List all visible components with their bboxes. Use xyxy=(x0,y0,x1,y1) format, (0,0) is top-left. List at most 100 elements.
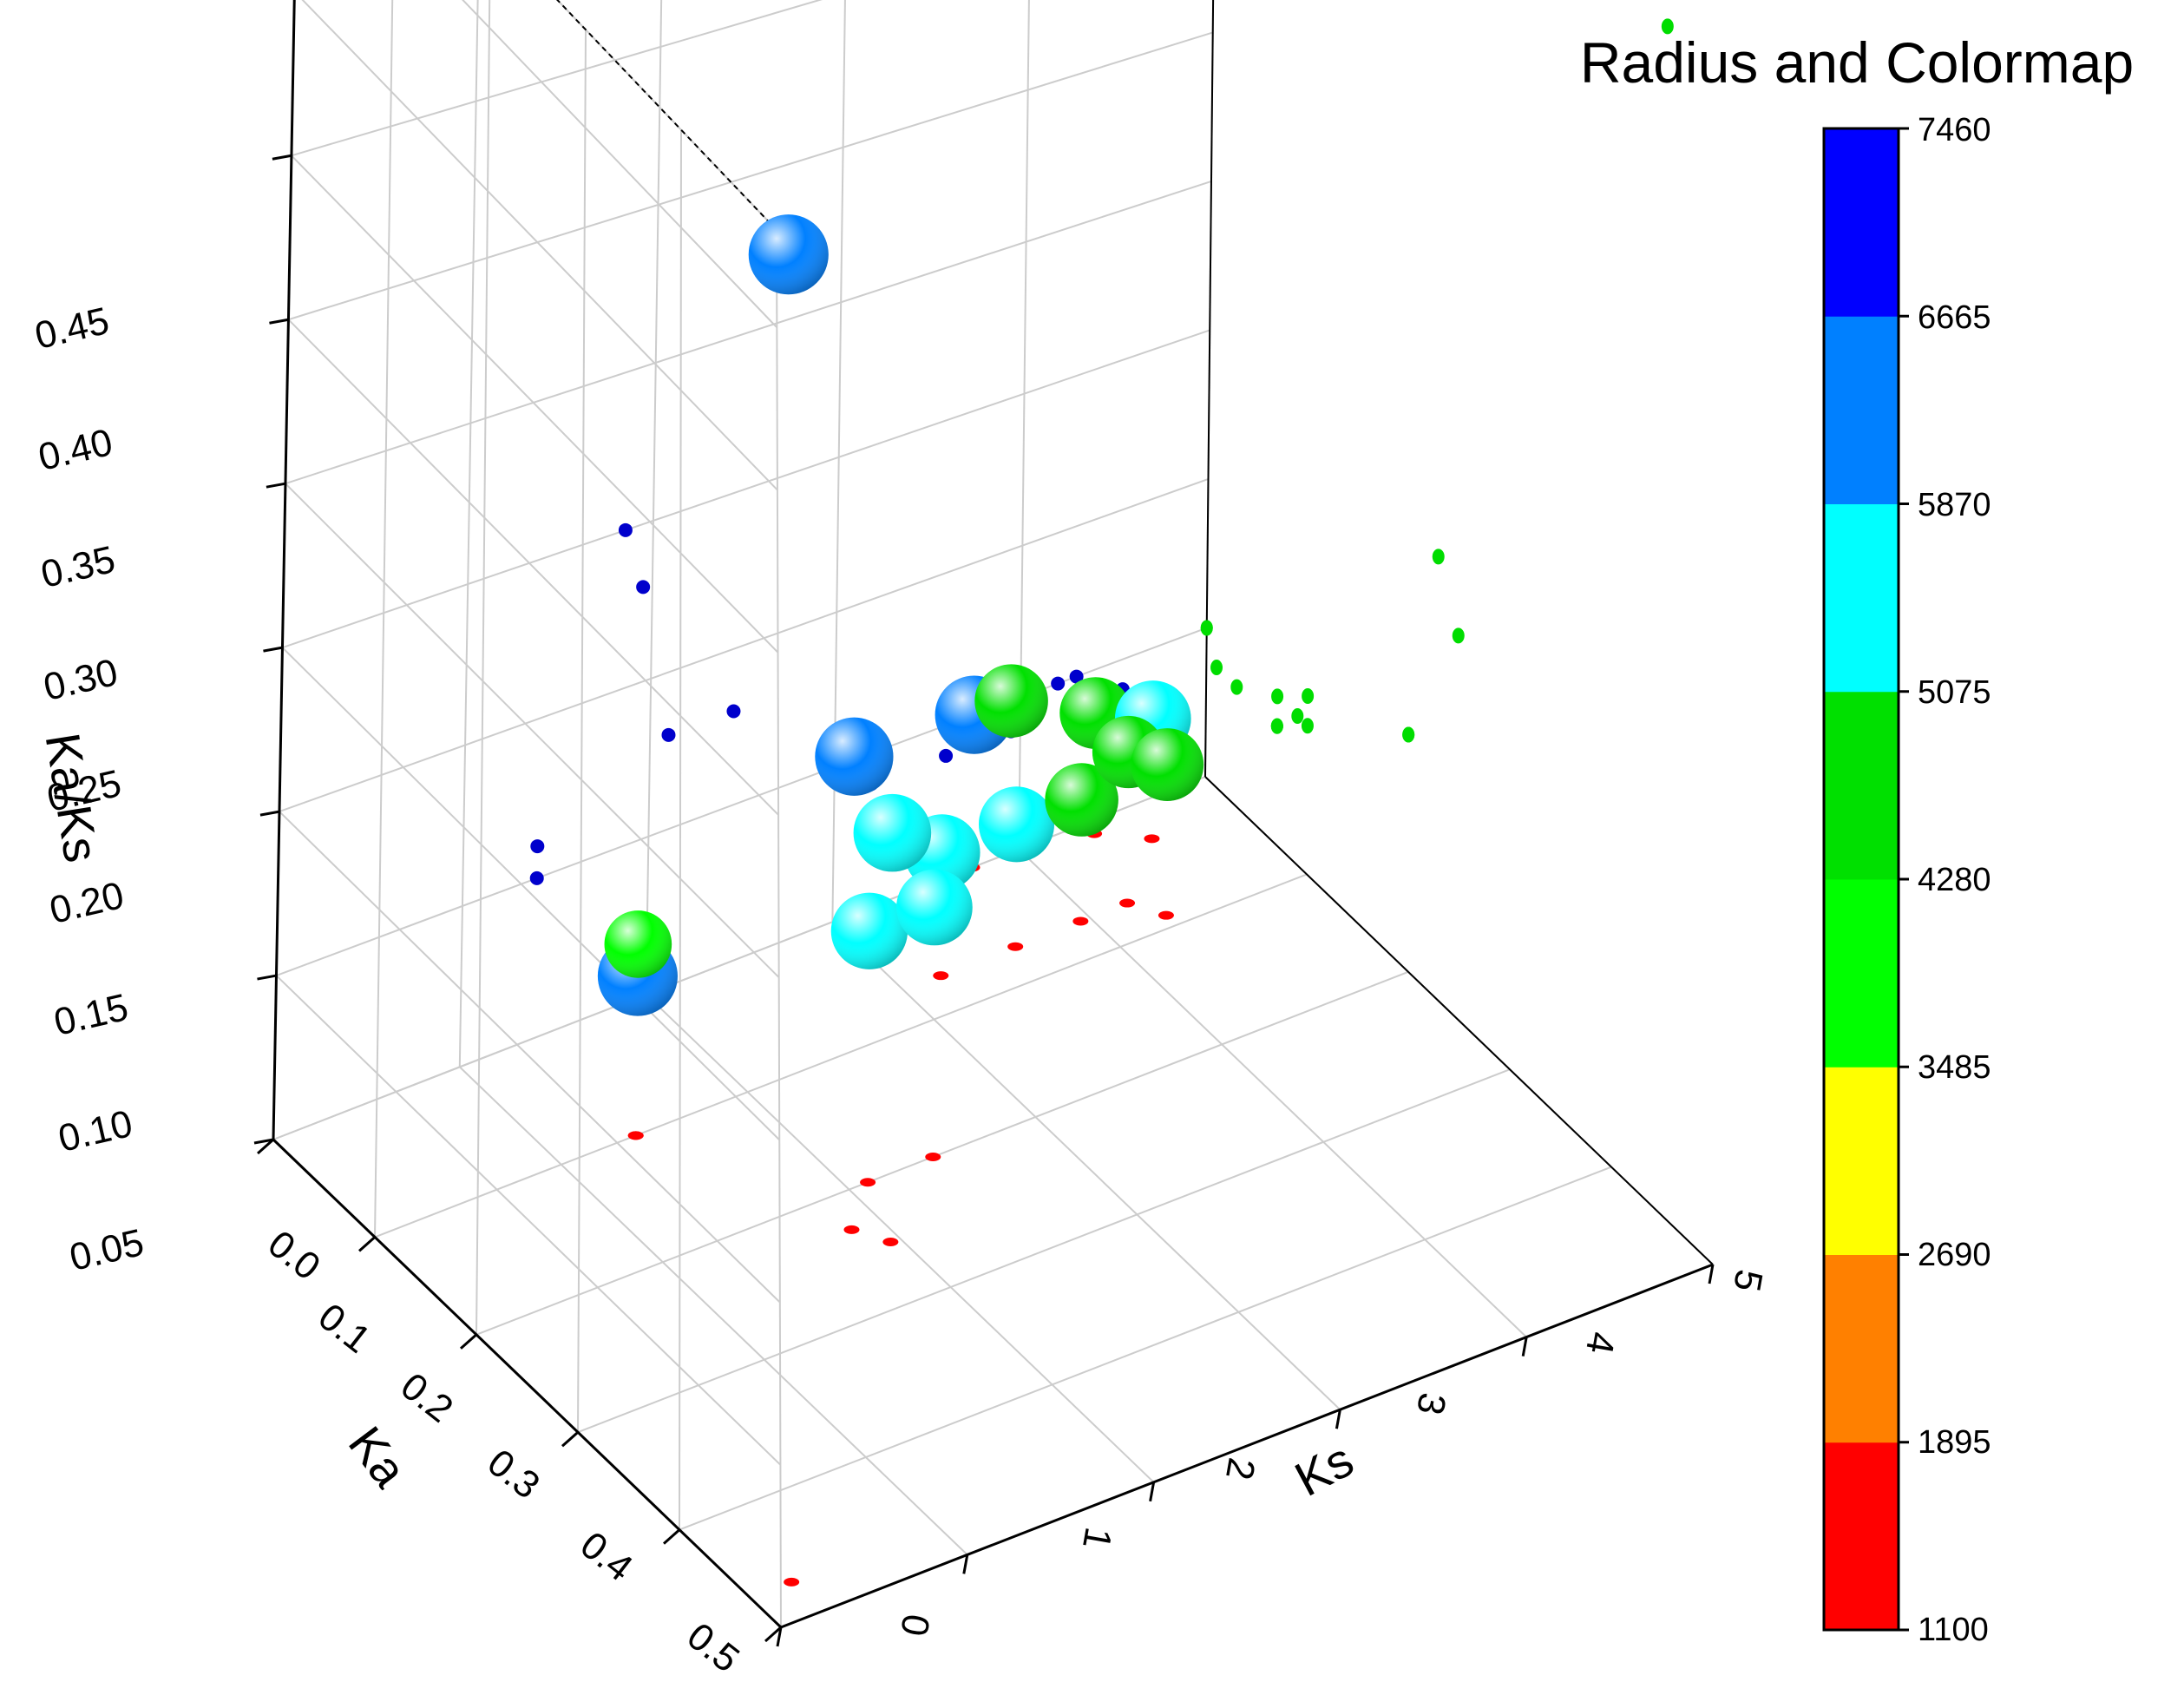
y-tick-label: 0.5 xyxy=(679,1614,747,1680)
grid-line xyxy=(291,154,779,654)
wall-projection-back xyxy=(726,704,741,719)
data-point-highlight xyxy=(830,892,908,969)
x-axis: 0 1 2 3 4 5 Ks xyxy=(892,1266,1771,1639)
grid-line xyxy=(275,975,782,1466)
grid-line xyxy=(285,483,780,978)
wall-projection-back xyxy=(661,727,676,742)
x-tick xyxy=(1149,1481,1156,1502)
floor-projection xyxy=(860,1178,876,1187)
grid-line xyxy=(291,0,823,157)
grid-line xyxy=(287,319,779,816)
grid-line xyxy=(831,921,1341,1410)
x-axis-title: Ks xyxy=(1286,1432,1361,1507)
z-tick-label: 0.20 xyxy=(46,874,128,932)
wall-projection-side xyxy=(1210,660,1223,676)
data-point xyxy=(1131,728,1204,801)
data-point-highlight xyxy=(853,793,932,872)
wall-projection-side xyxy=(1270,718,1283,734)
z-tick-label: 0.40 xyxy=(35,421,116,479)
x-tick xyxy=(962,1554,969,1574)
colorbar-label: 6665 xyxy=(1918,299,1991,336)
wall-projection-back xyxy=(1069,669,1084,684)
grid-line xyxy=(776,229,782,1628)
grid-line xyxy=(645,0,663,995)
data-point-highlight xyxy=(815,717,894,796)
floor-projection xyxy=(925,1152,941,1161)
grid-line xyxy=(1018,0,1030,850)
data-point xyxy=(748,214,829,295)
grid-line xyxy=(462,0,778,329)
data-point xyxy=(604,910,672,978)
colorbar-label: 5075 xyxy=(1918,674,1991,711)
frame-edge xyxy=(1204,0,1215,778)
axis-frame xyxy=(253,0,1715,1647)
z-tick xyxy=(272,154,292,161)
wall-projection-side xyxy=(1302,688,1315,705)
grid-line xyxy=(459,1066,968,1556)
y-tick xyxy=(663,1528,680,1545)
wall-projection-side xyxy=(1271,688,1284,705)
x-tick xyxy=(1521,1337,1528,1357)
data-points xyxy=(597,214,1204,1016)
floor-projection xyxy=(843,1225,860,1234)
floor-projection xyxy=(1158,910,1174,920)
wall-projection-back xyxy=(939,748,954,763)
data-point-highlight xyxy=(978,786,1055,863)
grid-line xyxy=(458,0,479,1068)
grid-line xyxy=(475,0,491,1335)
x-tick-label: 1 xyxy=(1074,1524,1120,1553)
grid-line xyxy=(285,181,1212,485)
x-tick-label: 5 xyxy=(1725,1266,1771,1295)
data-point xyxy=(974,664,1048,738)
x-tick xyxy=(1335,1409,1341,1429)
z-tick-label: 0.35 xyxy=(37,538,119,596)
data-point-highlight xyxy=(1131,728,1204,801)
colorbar: Radius and Colormap 7460 6665 5870 5075 … xyxy=(1580,30,2134,1648)
z-tick-label: 0.10 xyxy=(55,1102,136,1160)
grid-line xyxy=(831,0,846,923)
wall-projection-side xyxy=(1452,627,1465,644)
data-point xyxy=(815,717,894,796)
data-point-highlight xyxy=(896,869,973,946)
z-tick-label: 0.05 xyxy=(66,1221,148,1279)
z-axis: 0.05 0.10 0.15 0.20 0.25 0.30 0.35 0.40 … xyxy=(31,299,148,1279)
y-tick-label: 0.3 xyxy=(480,1441,548,1507)
colorbar-label: 7460 xyxy=(1918,112,1991,148)
x-tick xyxy=(1708,1264,1715,1284)
colorbar-label: 1100 xyxy=(1918,1612,1989,1648)
y-tick-label: 0.4 xyxy=(573,1523,640,1589)
grid-line xyxy=(645,994,1155,1483)
colorbar-swatch xyxy=(1824,128,1899,317)
x-tick-label: 4 xyxy=(1577,1329,1623,1357)
wall-projection-back xyxy=(618,522,633,537)
y-tick xyxy=(257,1138,274,1155)
colorbar-swatch xyxy=(1824,879,1899,1068)
z-tick xyxy=(257,974,277,981)
colorbar-swatch xyxy=(1824,1067,1899,1255)
z-axis-title: Ka/Ks xyxy=(35,729,109,865)
floor-projection xyxy=(1007,942,1024,951)
z-tick-label: 0.30 xyxy=(40,651,121,709)
y-tick-label: 0.0 xyxy=(260,1222,328,1288)
z-axis-line xyxy=(272,0,296,1140)
grid-line xyxy=(282,329,1210,649)
data-point-highlight xyxy=(604,910,672,978)
floor-projection xyxy=(627,1131,644,1140)
frame-edge xyxy=(556,0,777,231)
wall-projection-back xyxy=(529,870,544,885)
grid-line xyxy=(288,31,1214,321)
data-point xyxy=(1045,763,1118,837)
data-point-highlight xyxy=(974,664,1048,738)
y-tick xyxy=(764,1626,782,1643)
x-tick-label: 0 xyxy=(892,1611,938,1639)
grid-line xyxy=(301,0,778,491)
wall-projection-side xyxy=(1200,620,1213,636)
x-tick-label: 3 xyxy=(1408,1390,1454,1418)
colorbar-swatch xyxy=(1824,316,1899,504)
y-axis-line xyxy=(272,1138,783,1629)
wall-projection-side xyxy=(1230,679,1243,695)
data-point-highlight xyxy=(748,214,829,295)
grid-line xyxy=(577,30,587,1433)
z-tick xyxy=(266,482,286,489)
